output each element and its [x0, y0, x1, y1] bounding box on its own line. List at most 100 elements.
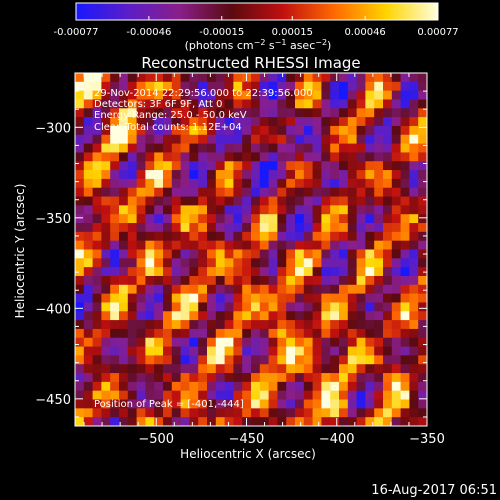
heatmap-cell	[171, 346, 182, 356]
heatmap-cell	[383, 275, 393, 286]
heatmap-cell	[83, 178, 94, 189]
heatmap-cell	[110, 73, 120, 83]
heatmap-cell	[127, 214, 138, 224]
heatmap-cell	[180, 205, 190, 215]
heatmap-cell	[365, 143, 375, 154]
heatmap-cell	[145, 328, 155, 339]
heatmap-cell	[224, 275, 234, 286]
heatmap-cell	[83, 196, 94, 206]
heatmap-cell	[242, 81, 252, 92]
heatmap-cell	[286, 134, 296, 145]
heatmap-cell	[233, 302, 243, 312]
heatmap-cell	[312, 108, 322, 118]
heatmap-cell	[418, 143, 427, 154]
heatmap-cell	[277, 90, 287, 101]
heatmap-cell	[215, 364, 226, 374]
heatmap-cell	[347, 99, 358, 109]
heatmap-cell	[400, 143, 410, 154]
heatmap-cell	[268, 302, 278, 312]
heatmap-cell	[224, 258, 234, 268]
heatmap-cell	[92, 320, 102, 330]
heatmap-cell	[295, 170, 305, 180]
heatmap-cell	[347, 178, 358, 189]
heatmap-cell	[295, 311, 305, 321]
heatmap-cell	[365, 328, 375, 339]
heatmap-cell	[400, 408, 410, 418]
heatmap-cell	[75, 258, 85, 268]
heatmap-cell	[321, 134, 331, 145]
heatmap-cell	[101, 249, 111, 259]
heatmap-cell	[277, 125, 287, 136]
heatmap-cell	[215, 381, 226, 392]
heatmap-cell	[330, 320, 340, 330]
heatmap-cell	[207, 134, 217, 145]
heatmap-cell	[391, 373, 402, 383]
heatmap-cell	[163, 390, 173, 401]
heatmap-cell	[347, 346, 358, 356]
heatmap-cell	[154, 311, 164, 321]
heatmap-cell	[347, 117, 358, 127]
heatmap-cell	[110, 267, 120, 277]
heatmap-cell	[418, 267, 427, 277]
heatmap-cell	[418, 320, 427, 330]
heatmap-cell	[198, 90, 208, 101]
heatmap-cell	[321, 399, 331, 409]
heatmap-cell	[312, 170, 322, 180]
heatmap-cell	[356, 258, 366, 268]
heatmap-cell	[312, 311, 322, 321]
heatmap-cell	[171, 231, 182, 242]
heatmap-cell	[286, 311, 296, 321]
heatmap-cell	[400, 99, 410, 109]
heatmap-cell	[207, 284, 217, 295]
heatmap-cell	[383, 205, 393, 215]
heatmap-cell	[295, 187, 305, 198]
heatmap-cell	[127, 152, 138, 162]
heatmap-cell	[409, 170, 419, 180]
heatmap-cell	[215, 355, 226, 365]
heatmap-cell	[409, 81, 419, 92]
heatmap-cell	[400, 311, 410, 321]
heatmap-cell	[383, 399, 393, 409]
heatmap-cell	[119, 187, 129, 198]
heatmap-cell	[347, 231, 358, 242]
heatmap-cell	[312, 381, 322, 392]
heatmap-cell	[409, 108, 419, 118]
heatmap-cell	[101, 161, 111, 171]
x-tick-label: −400	[319, 432, 355, 447]
heatmap-cell	[180, 364, 190, 374]
heatmap-cell	[242, 223, 252, 233]
heatmap-cell	[136, 196, 146, 206]
heatmap-cell	[163, 81, 173, 92]
heatmap-cell	[233, 187, 243, 198]
heatmap-cell	[75, 125, 85, 136]
heatmap-cell	[268, 417, 278, 426]
heatmap-cell	[101, 284, 111, 295]
heatmap-cell	[145, 161, 155, 171]
heatmap-cell	[251, 364, 261, 374]
heatmap-cell	[400, 240, 410, 251]
heatmap-cell	[400, 267, 410, 277]
heatmap-cell	[242, 125, 252, 136]
heatmap-cell	[286, 417, 296, 426]
heatmap-cell	[268, 293, 278, 304]
heatmap-cell	[189, 267, 199, 277]
heatmap-cell	[295, 143, 305, 154]
heatmap-cell	[251, 205, 261, 215]
heatmap-cell	[383, 417, 393, 426]
heatmap-cell	[365, 90, 375, 101]
heatmap-cell	[180, 320, 190, 330]
heatmap-cell	[233, 355, 243, 365]
heatmap-cell	[242, 187, 252, 198]
heatmap-cell	[180, 214, 190, 224]
heatmap-cell	[303, 214, 314, 224]
heatmap-cell	[207, 320, 217, 330]
heatmap-cell	[409, 143, 419, 154]
heatmap-cell	[127, 320, 138, 330]
heatmap-cell	[224, 320, 234, 330]
heatmap-cell	[347, 408, 358, 418]
heatmap-cell	[198, 223, 208, 233]
heatmap-cell	[110, 108, 120, 118]
heatmap-cell	[171, 364, 182, 374]
heatmap-cell	[75, 99, 85, 109]
heatmap-cell	[391, 143, 402, 154]
